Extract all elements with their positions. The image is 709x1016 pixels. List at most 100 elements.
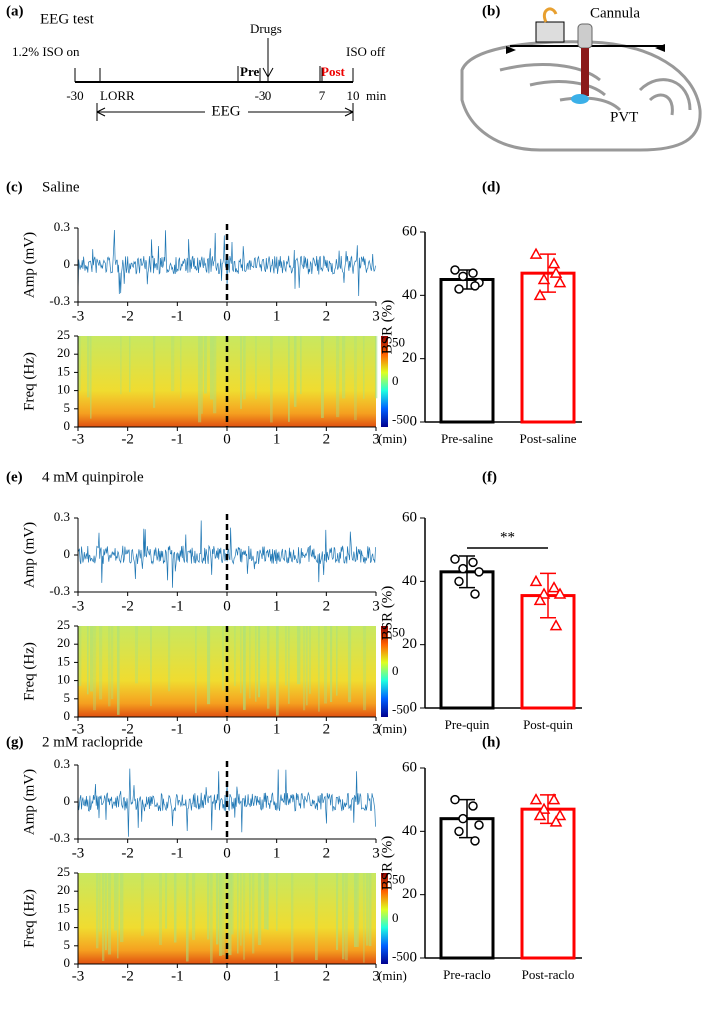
spectrogram-strip: [102, 873, 105, 961]
spectrogram-strip: [318, 626, 320, 712]
tick-label: 0: [64, 708, 71, 723]
spectrogram-strip: [267, 873, 269, 930]
spectrogram-strip: [120, 873, 124, 943]
data-point: [547, 581, 561, 593]
label: (b): [482, 3, 500, 19]
tick-label: 1: [273, 431, 281, 447]
tick-label: -3: [72, 431, 85, 447]
tick-label: 0: [223, 845, 231, 861]
cannula-shaft: [581, 48, 589, 96]
spectrogram-strip: [165, 873, 168, 929]
tick-label: -3: [72, 845, 85, 861]
label: (g): [6, 734, 24, 750]
tick-label: -1: [171, 308, 184, 324]
data-point: [454, 826, 464, 837]
spectrogram-strip: [78, 336, 81, 391]
spectrogram-strip: [240, 873, 242, 946]
tick-label: 0: [64, 793, 71, 808]
spectrogram-strip: [276, 873, 278, 931]
data-point: [529, 793, 543, 805]
label: 4 mM quinpirole: [42, 469, 144, 485]
spectrogram-strip: [159, 873, 162, 945]
spectrogram-strip: [264, 873, 268, 930]
tick-label: -2: [121, 845, 134, 861]
spectrogram-strip: [297, 626, 301, 685]
tick-label: 1: [273, 968, 281, 984]
data-point: [547, 793, 561, 805]
tick-label: 0.3: [54, 219, 70, 234]
spectrogram-strip: [168, 626, 171, 692]
tick-label: 0: [223, 968, 231, 984]
spectrogram-strip: [255, 626, 257, 702]
data-point: [553, 276, 567, 288]
label: (e): [6, 469, 23, 485]
tick-label: -1: [171, 598, 184, 614]
tick-label: 2: [323, 431, 331, 447]
data-point: [470, 281, 480, 291]
spectrogram-strip: [204, 336, 207, 394]
tick-label: 7: [319, 88, 326, 103]
tick-label: 0.3: [54, 756, 70, 771]
tick-label: 10: [57, 672, 70, 687]
tick-label: 3: [372, 431, 380, 447]
tick-label: -2: [121, 431, 134, 447]
colorbar-label: 0: [392, 663, 399, 678]
spectrogram-strip: [330, 626, 333, 703]
spectrogram-strip: [258, 873, 262, 945]
spectrogram-strip: [117, 626, 120, 715]
tick-label: 10: [347, 88, 360, 103]
category-label: Post-saline: [519, 431, 576, 446]
tick-label: 3: [372, 845, 380, 861]
spectrogram-strip: [240, 626, 242, 694]
label: EEG: [211, 103, 240, 119]
label: Saline: [42, 179, 80, 195]
tick-label: 3: [372, 721, 380, 737]
label: EEG test: [40, 11, 95, 27]
tick-label: 2: [323, 968, 331, 984]
unit-label: (min): [378, 721, 407, 736]
spectrogram-strip: [336, 336, 340, 418]
spectrogram-strip: [288, 626, 290, 704]
spectrogram-strip: [345, 873, 348, 961]
spectrogram-strip: [87, 336, 90, 398]
data-point: [547, 257, 561, 269]
bar: [520, 271, 576, 424]
tick-label: 1: [273, 598, 281, 614]
tick-label: 40: [402, 823, 417, 839]
spectrogram-strip: [354, 336, 357, 421]
tick-label: 15: [57, 900, 70, 915]
data-point: [553, 587, 567, 599]
spectrogram-strip: [96, 873, 99, 949]
tick-label: 0.3: [54, 509, 70, 524]
category-label: Pre-raclo: [443, 967, 491, 982]
tick-label: -1: [171, 845, 184, 861]
spectrogram-strip: [150, 626, 152, 706]
tick-label: 0: [64, 256, 71, 271]
tick-label: LORR: [100, 88, 135, 103]
tick-label: 0: [64, 546, 71, 561]
spectrogram-strip: [231, 873, 234, 935]
label: PVT: [610, 109, 638, 125]
tick-label: 25: [57, 617, 70, 632]
label: (c): [6, 179, 23, 195]
pvt-site: [571, 94, 589, 104]
label: 1.2% ISO on: [12, 44, 80, 59]
spectrogram-strip: [213, 336, 217, 414]
spectrogram-strip: [354, 873, 358, 947]
axis-label: Freq (Hz): [21, 352, 37, 411]
label: Post: [321, 64, 346, 79]
cannula: [577, 23, 593, 49]
colorbar-label: -50: [392, 702, 409, 717]
data-point: [549, 619, 563, 631]
spectrogram-strip: [201, 336, 203, 414]
tick-label: -2: [121, 721, 134, 737]
unit-label: (min): [378, 968, 407, 983]
annotation: **: [500, 529, 515, 545]
spectrogram-strip: [315, 873, 318, 961]
data-point: [470, 589, 480, 599]
data-point: [533, 288, 547, 301]
tick-label: -0.3: [49, 293, 70, 308]
data-point: [537, 272, 551, 285]
